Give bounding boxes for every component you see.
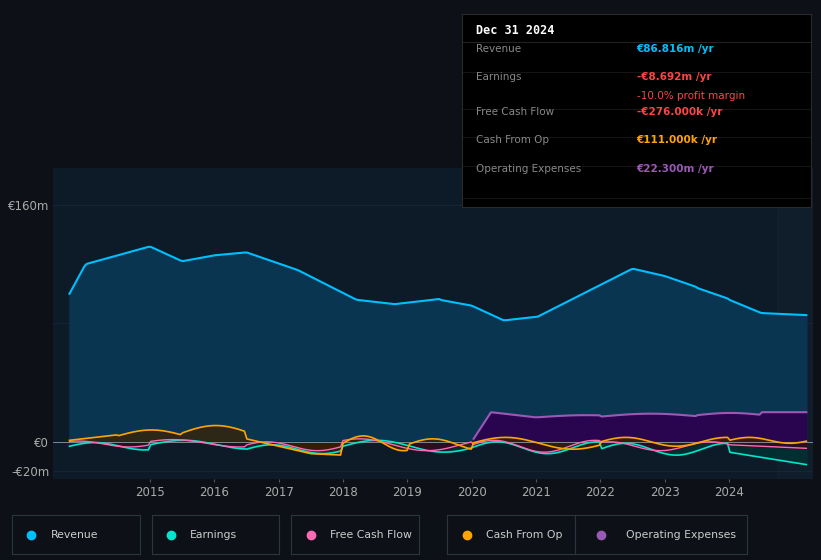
Text: Operating Expenses: Operating Expenses [626, 530, 736, 540]
Text: Cash From Op: Cash From Op [486, 530, 562, 540]
Text: Operating Expenses: Operating Expenses [476, 164, 581, 174]
Text: €22.300m /yr: €22.300m /yr [637, 164, 714, 174]
Text: Cash From Op: Cash From Op [476, 135, 549, 144]
Text: Free Cash Flow: Free Cash Flow [476, 107, 554, 116]
Text: -€8.692m /yr: -€8.692m /yr [637, 72, 711, 82]
Text: Dec 31 2024: Dec 31 2024 [476, 24, 554, 36]
Text: -10.0% profit margin: -10.0% profit margin [637, 91, 745, 101]
Text: -€276.000k /yr: -€276.000k /yr [637, 107, 722, 116]
Text: Revenue: Revenue [476, 44, 521, 54]
Text: €86.816m /yr: €86.816m /yr [637, 44, 714, 54]
Bar [777, 168, 813, 479]
Text: Revenue: Revenue [51, 530, 98, 540]
Text: Free Cash Flow: Free Cash Flow [330, 530, 411, 540]
Text: Earnings: Earnings [190, 530, 237, 540]
Text: Earnings: Earnings [476, 72, 521, 82]
Text: €111.000k /yr: €111.000k /yr [637, 135, 718, 144]
